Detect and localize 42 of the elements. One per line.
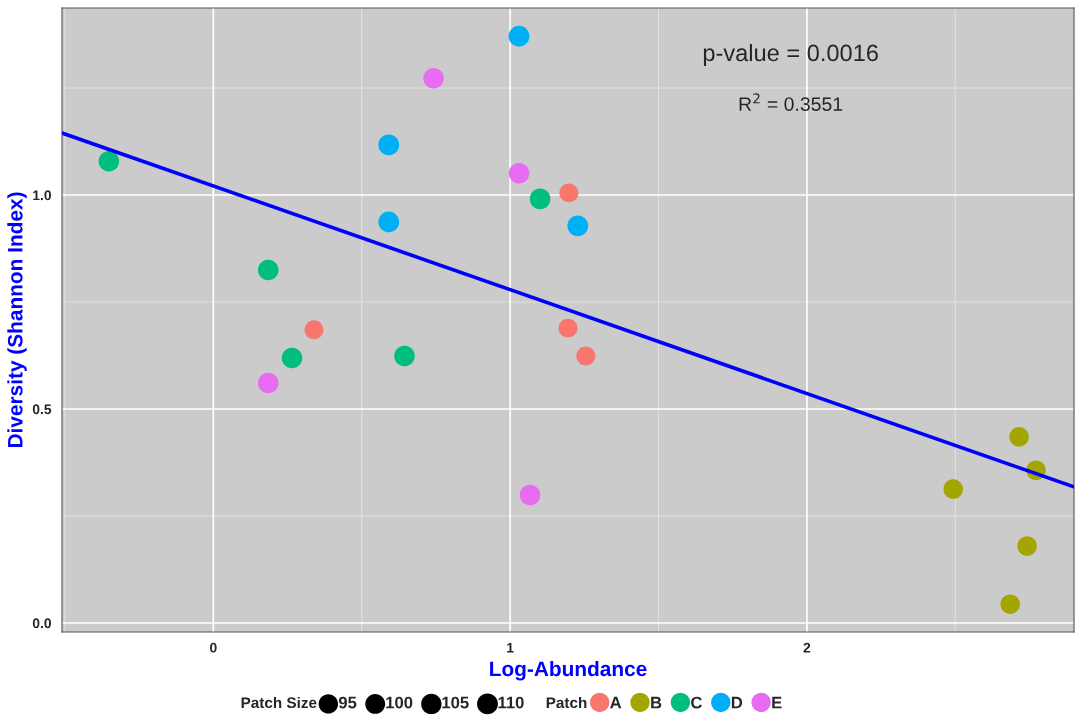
point (281, 347, 303, 369)
legend-title: Patch (546, 696, 587, 709)
point (378, 211, 400, 233)
point (508, 25, 530, 47)
point (1017, 536, 1037, 556)
point (567, 215, 589, 237)
annotation: p-value = 0.0016 (703, 43, 878, 66)
point (304, 320, 324, 340)
point (257, 259, 279, 281)
point (423, 67, 444, 89)
legend-label: A (610, 696, 622, 709)
y-tick-label: 0.0 (32, 618, 52, 629)
point (519, 484, 541, 506)
annotation: R$^{2}$ = 0.3551 (739, 93, 843, 111)
x-axis-title: Log-Abundance (490, 660, 647, 681)
legend-label: 100 (386, 696, 413, 709)
point (559, 183, 579, 203)
point (943, 479, 963, 499)
x-tick-label: 1 (507, 642, 514, 653)
legend-label: 110 (498, 696, 524, 709)
legend-label: C (691, 696, 702, 709)
y-tick-label: 0.5 (32, 404, 52, 415)
point (394, 345, 415, 367)
point (1009, 427, 1029, 447)
point (508, 162, 530, 184)
legend-label: 95 (338, 696, 357, 709)
point (558, 318, 578, 338)
x-tick-label: 2 (803, 642, 811, 653)
point (529, 188, 551, 210)
point (257, 372, 279, 394)
legend-label: B (651, 696, 662, 709)
point (378, 134, 400, 156)
y-axis-title: Diversity (Shannon Index) (7, 192, 27, 448)
y-tick-label: 1.0 (33, 190, 52, 201)
point (1000, 594, 1020, 614)
text: Patch Size (241, 696, 317, 709)
x-tick-label: 0 (210, 642, 217, 653)
legend-label: 105 (442, 696, 469, 709)
legend-label: D (731, 696, 743, 709)
point (98, 150, 120, 172)
legend-label: E (772, 696, 782, 709)
point (576, 346, 596, 366)
